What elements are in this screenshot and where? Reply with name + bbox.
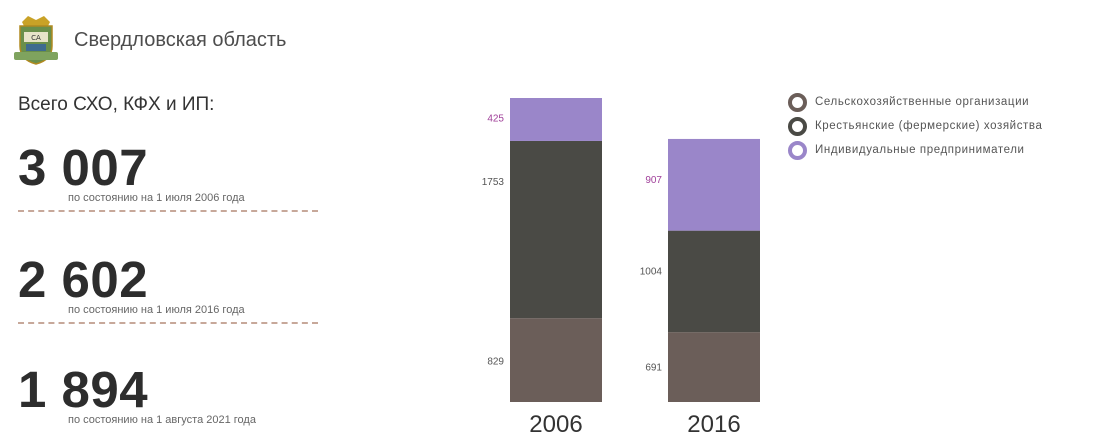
- stat-caption: по состоянию на 1 июля 2006 года: [68, 192, 245, 204]
- legend-item: Сельскохозяйственные организации: [788, 90, 1042, 114]
- legend-label: Крестьянские (фермерские) хозяйства: [815, 120, 1043, 132]
- stat-2021: 1 894 по состоянию на 1 августа 2021 год…: [18, 361, 328, 427]
- bar-segment: [668, 230, 760, 333]
- stat-value: 2 602: [18, 251, 149, 308]
- stat-value: 1 894: [18, 361, 149, 418]
- bar-segment: [510, 318, 602, 402]
- stat-2006: 3 007 по состоянию на 1 июля 2006 года: [18, 142, 328, 212]
- data-label: 829: [487, 356, 504, 367]
- divider: [18, 322, 318, 324]
- chart-legend: Сельскохозяйственные организации Крестья…: [788, 90, 1042, 162]
- legend-marker: [788, 92, 807, 112]
- bar-segment: [668, 332, 760, 402]
- bar-segment: [668, 138, 760, 231]
- stacked-bar-chart: 8291753425200669110049072016700903291202…: [482, 98, 760, 436]
- region-name: Свердловская область: [74, 28, 287, 51]
- stat-2016: 2 602 по состоянию на 1 июля 2016 года: [18, 254, 328, 324]
- svg-text:СА: СА: [31, 34, 41, 42]
- category-label: 2016: [687, 411, 740, 436]
- category-label: 2006: [529, 411, 582, 436]
- header: СА Свердловская область: [8, 10, 286, 70]
- data-label: 1753: [482, 177, 505, 188]
- total-label: Всего СХО, КФХ и ИП:: [18, 94, 215, 115]
- data-label: 907: [645, 175, 662, 186]
- coat-of-arms-icon: СА: [14, 16, 58, 65]
- legend-label: Сельскохозяйственные организации: [815, 96, 1030, 108]
- legend-item: Индивидуальные предприниматели: [788, 138, 1042, 162]
- data-label: 1004: [640, 267, 663, 278]
- divider: [18, 210, 318, 212]
- bar-segment: [510, 140, 602, 319]
- bar-segment: [510, 98, 602, 141]
- stat-caption: по состоянию на 1 августа 2021 года: [68, 414, 256, 426]
- stat-caption: по состоянию на 1 июля 2016 года: [68, 304, 245, 316]
- data-label: 691: [645, 363, 662, 374]
- legend-item: Крестьянские (фермерские) хозяйства: [788, 114, 1042, 138]
- legend-label: Индивидуальные предприниматели: [815, 144, 1025, 156]
- legend-marker: [788, 140, 807, 160]
- legend-marker: [788, 116, 807, 136]
- data-label: 425: [487, 113, 504, 124]
- stat-value: 3 007: [18, 139, 149, 196]
